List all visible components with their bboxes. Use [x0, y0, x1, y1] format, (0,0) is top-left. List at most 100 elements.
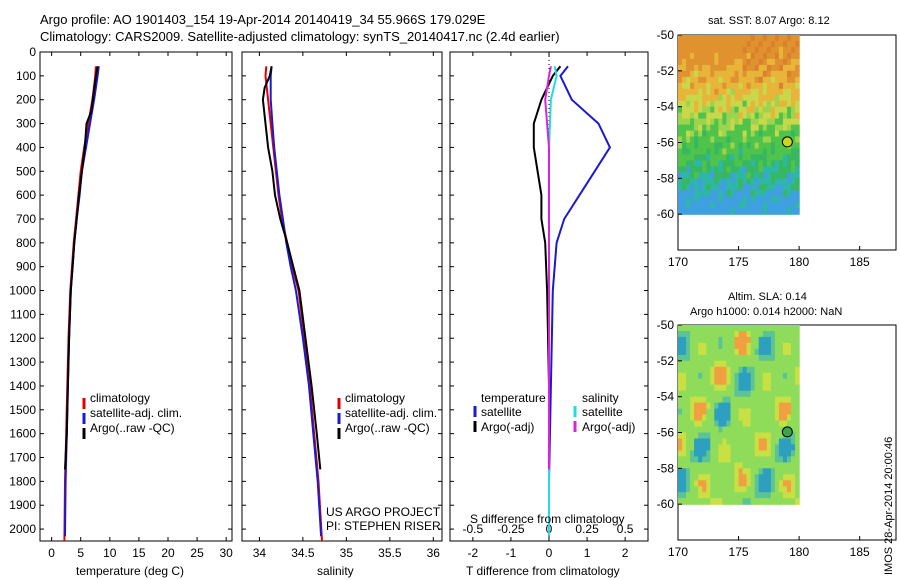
map-cell [714, 336, 719, 344]
map-cell [774, 118, 780, 126]
map-cell [795, 94, 800, 102]
map-cell [762, 94, 768, 102]
map-cell [698, 184, 703, 191]
map-cell [770, 178, 776, 185]
map-cell [795, 196, 800, 203]
map-cell [766, 136, 772, 144]
map-cell [686, 414, 691, 422]
map-cell [678, 58, 683, 66]
map-cell [778, 402, 784, 410]
map-cell [714, 202, 719, 209]
map-cell [795, 432, 800, 440]
map-cell [714, 432, 719, 440]
map-cell [738, 468, 744, 475]
map-cell [791, 342, 796, 350]
map-cell [682, 360, 687, 368]
map-cell [702, 52, 707, 60]
map-cell [714, 450, 719, 457]
map-cell [690, 498, 695, 505]
map-cell [762, 414, 768, 422]
map-cell [754, 420, 760, 428]
map-cell [718, 438, 723, 446]
map-cell [718, 58, 723, 66]
map-cell [694, 70, 699, 78]
x-tick-label: 30 [220, 546, 234, 560]
y-tick-label: 200 [16, 93, 36, 107]
map-cell [738, 130, 744, 138]
map-cell [758, 88, 764, 96]
map-cell [726, 202, 731, 209]
map-cell [795, 41, 800, 48]
x-tick-label: 1 [584, 546, 591, 560]
map-cell [762, 178, 768, 185]
map-cell [718, 336, 723, 344]
map-cell [718, 354, 723, 362]
map-cell [738, 100, 744, 108]
difference-legend: temperature salinity satellite Argo(-adj… [473, 391, 635, 434]
map-cell [726, 474, 731, 481]
map-cell [778, 130, 784, 138]
map-cell [722, 360, 727, 368]
map-cell [734, 474, 740, 481]
map-cell [770, 160, 776, 167]
map-cell [686, 118, 691, 126]
y-tick-label: -54 [657, 100, 675, 114]
map-cell [694, 354, 699, 362]
map-cell [726, 172, 731, 179]
map-cell [766, 354, 772, 362]
map-cell [730, 414, 736, 422]
map-cell [778, 432, 784, 440]
map-cell [698, 70, 703, 78]
map-cell [706, 76, 711, 84]
map-cell [702, 166, 707, 173]
map-cell [678, 106, 683, 114]
map-cell [774, 468, 780, 475]
map-cell [722, 52, 727, 60]
map-cell [791, 366, 796, 374]
map-cell [787, 130, 792, 138]
map-cell [734, 184, 740, 191]
map-cell [787, 64, 792, 72]
map-cell [754, 480, 760, 487]
map-cell [742, 58, 748, 66]
map-cell [682, 70, 687, 78]
map-cell [682, 52, 687, 60]
map-cell [746, 438, 752, 446]
map-cell [714, 88, 719, 96]
map-cell [762, 88, 768, 96]
map-cell [770, 426, 776, 434]
map-cell [730, 142, 736, 150]
map-cell [783, 366, 788, 374]
map-cell [750, 432, 756, 440]
map-cell [734, 342, 740, 350]
map-cell [762, 366, 768, 374]
map-cell [706, 336, 711, 344]
map-cell [766, 420, 772, 428]
map-cell [791, 94, 796, 102]
map-cell [706, 136, 711, 144]
map-cell [770, 112, 776, 120]
map-cell [746, 325, 752, 332]
map-cell [787, 450, 792, 457]
map-cell [690, 118, 695, 126]
map-cell [791, 166, 796, 173]
map-cell [734, 396, 740, 404]
map-cell [682, 58, 687, 66]
map-cell [718, 384, 723, 392]
map-cell [778, 384, 784, 392]
legend-s-satellite: satellite [582, 405, 623, 419]
legend-argo: Argo(..raw -QC) [345, 421, 430, 435]
map-cell [726, 325, 731, 332]
map-cell [778, 444, 784, 451]
map-cell [718, 124, 723, 132]
map-cell [795, 100, 800, 108]
map-cell [766, 190, 772, 197]
map-cell [722, 348, 727, 356]
map-cell [682, 408, 687, 416]
map-cell [774, 366, 780, 374]
map-cell [783, 202, 788, 209]
map-cell [754, 498, 760, 505]
map-cell [706, 178, 711, 185]
map-cell [710, 450, 715, 457]
map-cell [766, 118, 772, 126]
